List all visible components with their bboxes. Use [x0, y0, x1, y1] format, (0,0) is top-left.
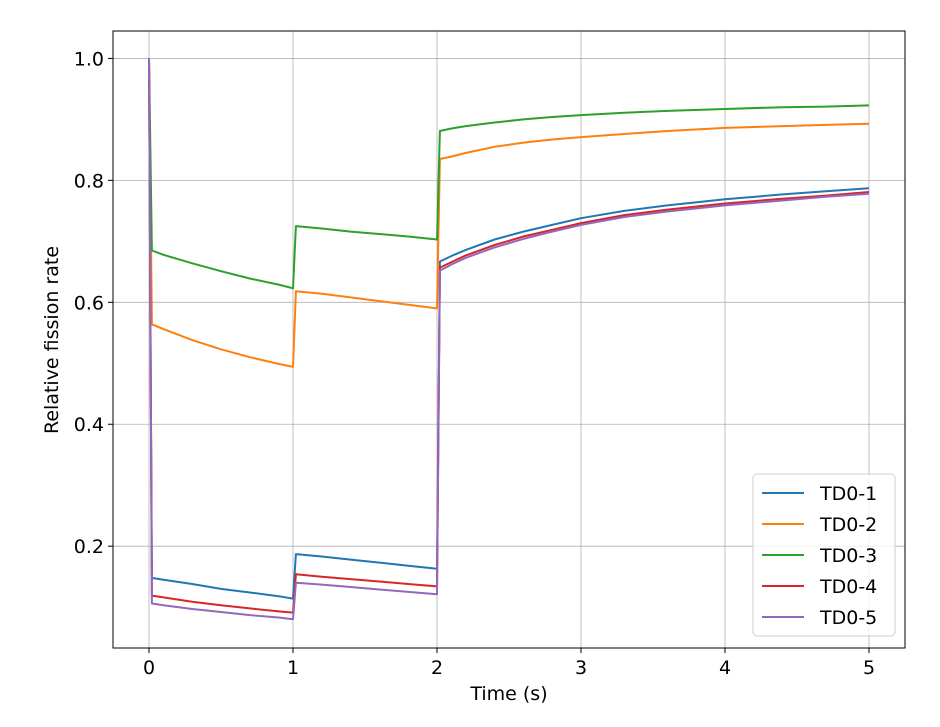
- y-axis-label: Relative fission rate: [41, 246, 63, 434]
- plot-frame: [112, 30, 906, 649]
- x-tick-label: 1: [287, 657, 299, 679]
- series-layer: [148, 58, 870, 621]
- legend-label-td0-3: TD0-3: [819, 545, 877, 567]
- y-tick-label: 0.6: [74, 292, 104, 314]
- x-axis-ticks: 0 1 2 3 4 5: [143, 648, 875, 679]
- legend-label-td0-5: TD0-5: [819, 607, 877, 629]
- y-tick-label: 0.4: [74, 414, 104, 436]
- y-tick-label: 0.8: [74, 170, 104, 192]
- x-tick-label: 5: [863, 657, 875, 679]
- series-line-td0-2: [148, 58, 870, 368]
- legend-label-td0-1: TD0-1: [819, 483, 877, 505]
- legend: TD0-1 TD0-2 TD0-3 TD0-4 TD0-5: [752, 473, 896, 637]
- x-tick-label: 4: [719, 657, 731, 679]
- x-tick-label: 2: [431, 657, 443, 679]
- x-axis-label: Time (s): [469, 683, 547, 705]
- legend-label-td0-2: TD0-2: [819, 514, 877, 536]
- x-tick-label: 3: [575, 657, 587, 679]
- y-axis-ticks: 0.2 0.4 0.6 0.8 1.0: [74, 48, 113, 558]
- y-tick-label: 1.0: [74, 48, 104, 70]
- legend-label-td0-4: TD0-4: [819, 576, 877, 598]
- series-line-td0-5: [148, 58, 870, 621]
- grid-lines: [113, 31, 905, 648]
- series-line-td0-3: [148, 58, 870, 290]
- y-tick-label: 0.2: [74, 536, 104, 558]
- legend-box: [752, 473, 896, 637]
- x-tick-label: 0: [143, 657, 155, 679]
